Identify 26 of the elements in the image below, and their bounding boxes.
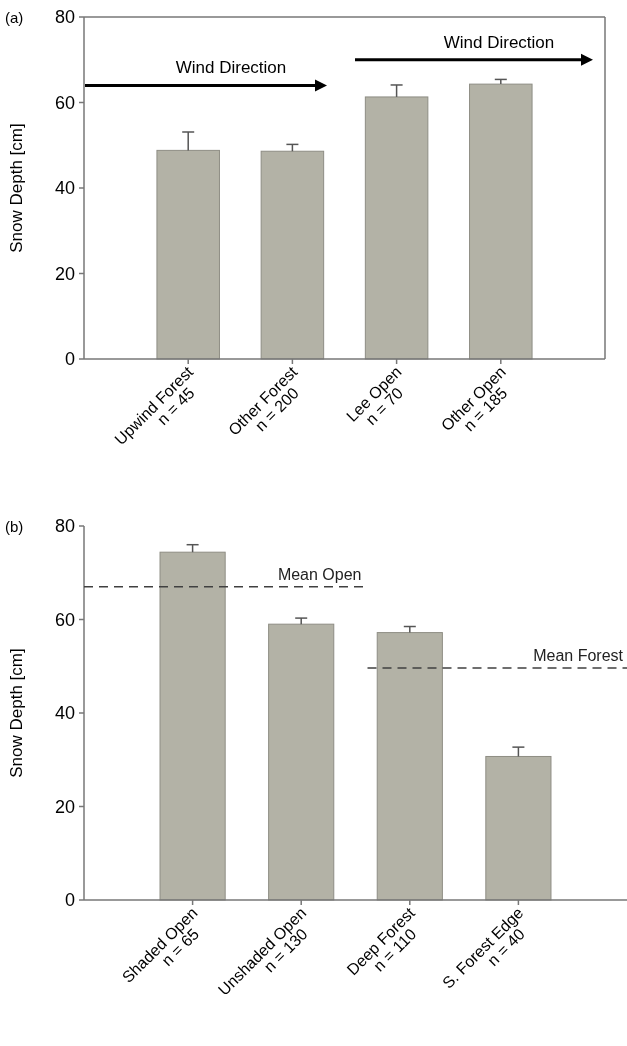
bar — [260, 150, 325, 360]
bar — [268, 623, 335, 901]
bar — [376, 632, 443, 901]
y-axis-title: Snow Depth [cm] — [7, 648, 26, 778]
y-tick-label: 40 — [54, 703, 75, 724]
y-tick-label: 60 — [54, 92, 75, 113]
bar — [159, 551, 226, 901]
y-tick-label: 0 — [64, 349, 75, 370]
y-tick-label: 60 — [54, 609, 75, 630]
annotation: Wind Direction — [443, 32, 555, 52]
y-tick-label: 0 — [64, 890, 75, 911]
chart-title: (b) — [5, 518, 24, 535]
bar — [469, 83, 533, 360]
ref-line-label: Mean Forest — [533, 647, 624, 665]
y-tick-label: 20 — [54, 263, 75, 284]
bar — [485, 755, 552, 901]
y-tick-label: 20 — [54, 796, 75, 817]
chart-title: (a) — [5, 9, 24, 26]
bar — [364, 96, 429, 360]
y-axis-title: Snow Depth [cm] — [7, 123, 26, 253]
bar — [156, 149, 220, 360]
annotation: Wind Direction — [175, 58, 287, 78]
ref-line-label: Mean Open — [277, 565, 362, 583]
y-tick-label: 80 — [54, 7, 75, 28]
y-tick-label: 40 — [54, 178, 75, 199]
y-tick-label: 80 — [54, 516, 75, 537]
